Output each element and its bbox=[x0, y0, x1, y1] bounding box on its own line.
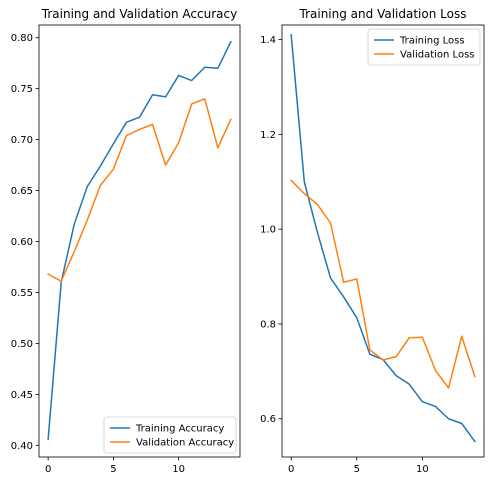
x-tick-label: 5 bbox=[354, 464, 360, 475]
y-tick-label: 0.6 bbox=[260, 414, 276, 425]
legend-label: Validation Accuracy bbox=[136, 438, 234, 449]
y-tick-label: 0.80 bbox=[11, 33, 33, 44]
x-tick-label: 0 bbox=[45, 464, 51, 475]
series-line-training-accuracy bbox=[47, 40, 232, 440]
series-line-validation-loss bbox=[290, 179, 476, 389]
legend-box bbox=[103, 416, 237, 454]
y-tick-label: 0.40 bbox=[11, 441, 33, 452]
chart-title: Training and Validation Loss bbox=[299, 7, 467, 21]
legend: Training Accuracy Validation Accuracy bbox=[103, 416, 237, 454]
plot-area bbox=[281, 24, 485, 458]
legend-box bbox=[367, 28, 481, 66]
y-tick-label: 0.65 bbox=[11, 186, 33, 197]
x-tick-label: 10 bbox=[416, 464, 429, 475]
y-tick-label: 0.8 bbox=[260, 319, 276, 330]
legend-label: Training Accuracy bbox=[135, 424, 224, 435]
y-tick-label: 0.55 bbox=[11, 288, 33, 299]
y-tick-label: 0.50 bbox=[11, 339, 33, 350]
y-tick-label: 0.75 bbox=[11, 84, 33, 95]
x-tick-label: 0 bbox=[288, 464, 294, 475]
y-tick-label: 1.4 bbox=[260, 35, 276, 46]
y-tick-label: 1.2 bbox=[260, 130, 276, 141]
y-tick-label: 0.60 bbox=[11, 237, 33, 248]
subplot-1: Training and Validation Accuracy 0 5 10 0.40… bbox=[11, 7, 241, 475]
legend: Training Loss Validation Loss bbox=[367, 28, 481, 66]
subplot-2: Training and Validation Loss 0 5 10 0.6 0.8 1.… bbox=[260, 7, 485, 475]
plot-area bbox=[38, 24, 241, 458]
x-tick-label: 5 bbox=[110, 464, 116, 475]
y-tick-label: 0.45 bbox=[11, 390, 33, 401]
legend-label: Validation Loss bbox=[400, 50, 475, 61]
x-tick-label: 10 bbox=[172, 464, 185, 475]
y-tick-label: 1.0 bbox=[260, 225, 276, 236]
y-tick-label: 0.70 bbox=[11, 135, 33, 146]
series-line-validation-accuracy bbox=[47, 98, 232, 282]
legend-label: Training Loss bbox=[399, 36, 465, 47]
chart-title: Training and Validation Accuracy bbox=[41, 7, 237, 21]
